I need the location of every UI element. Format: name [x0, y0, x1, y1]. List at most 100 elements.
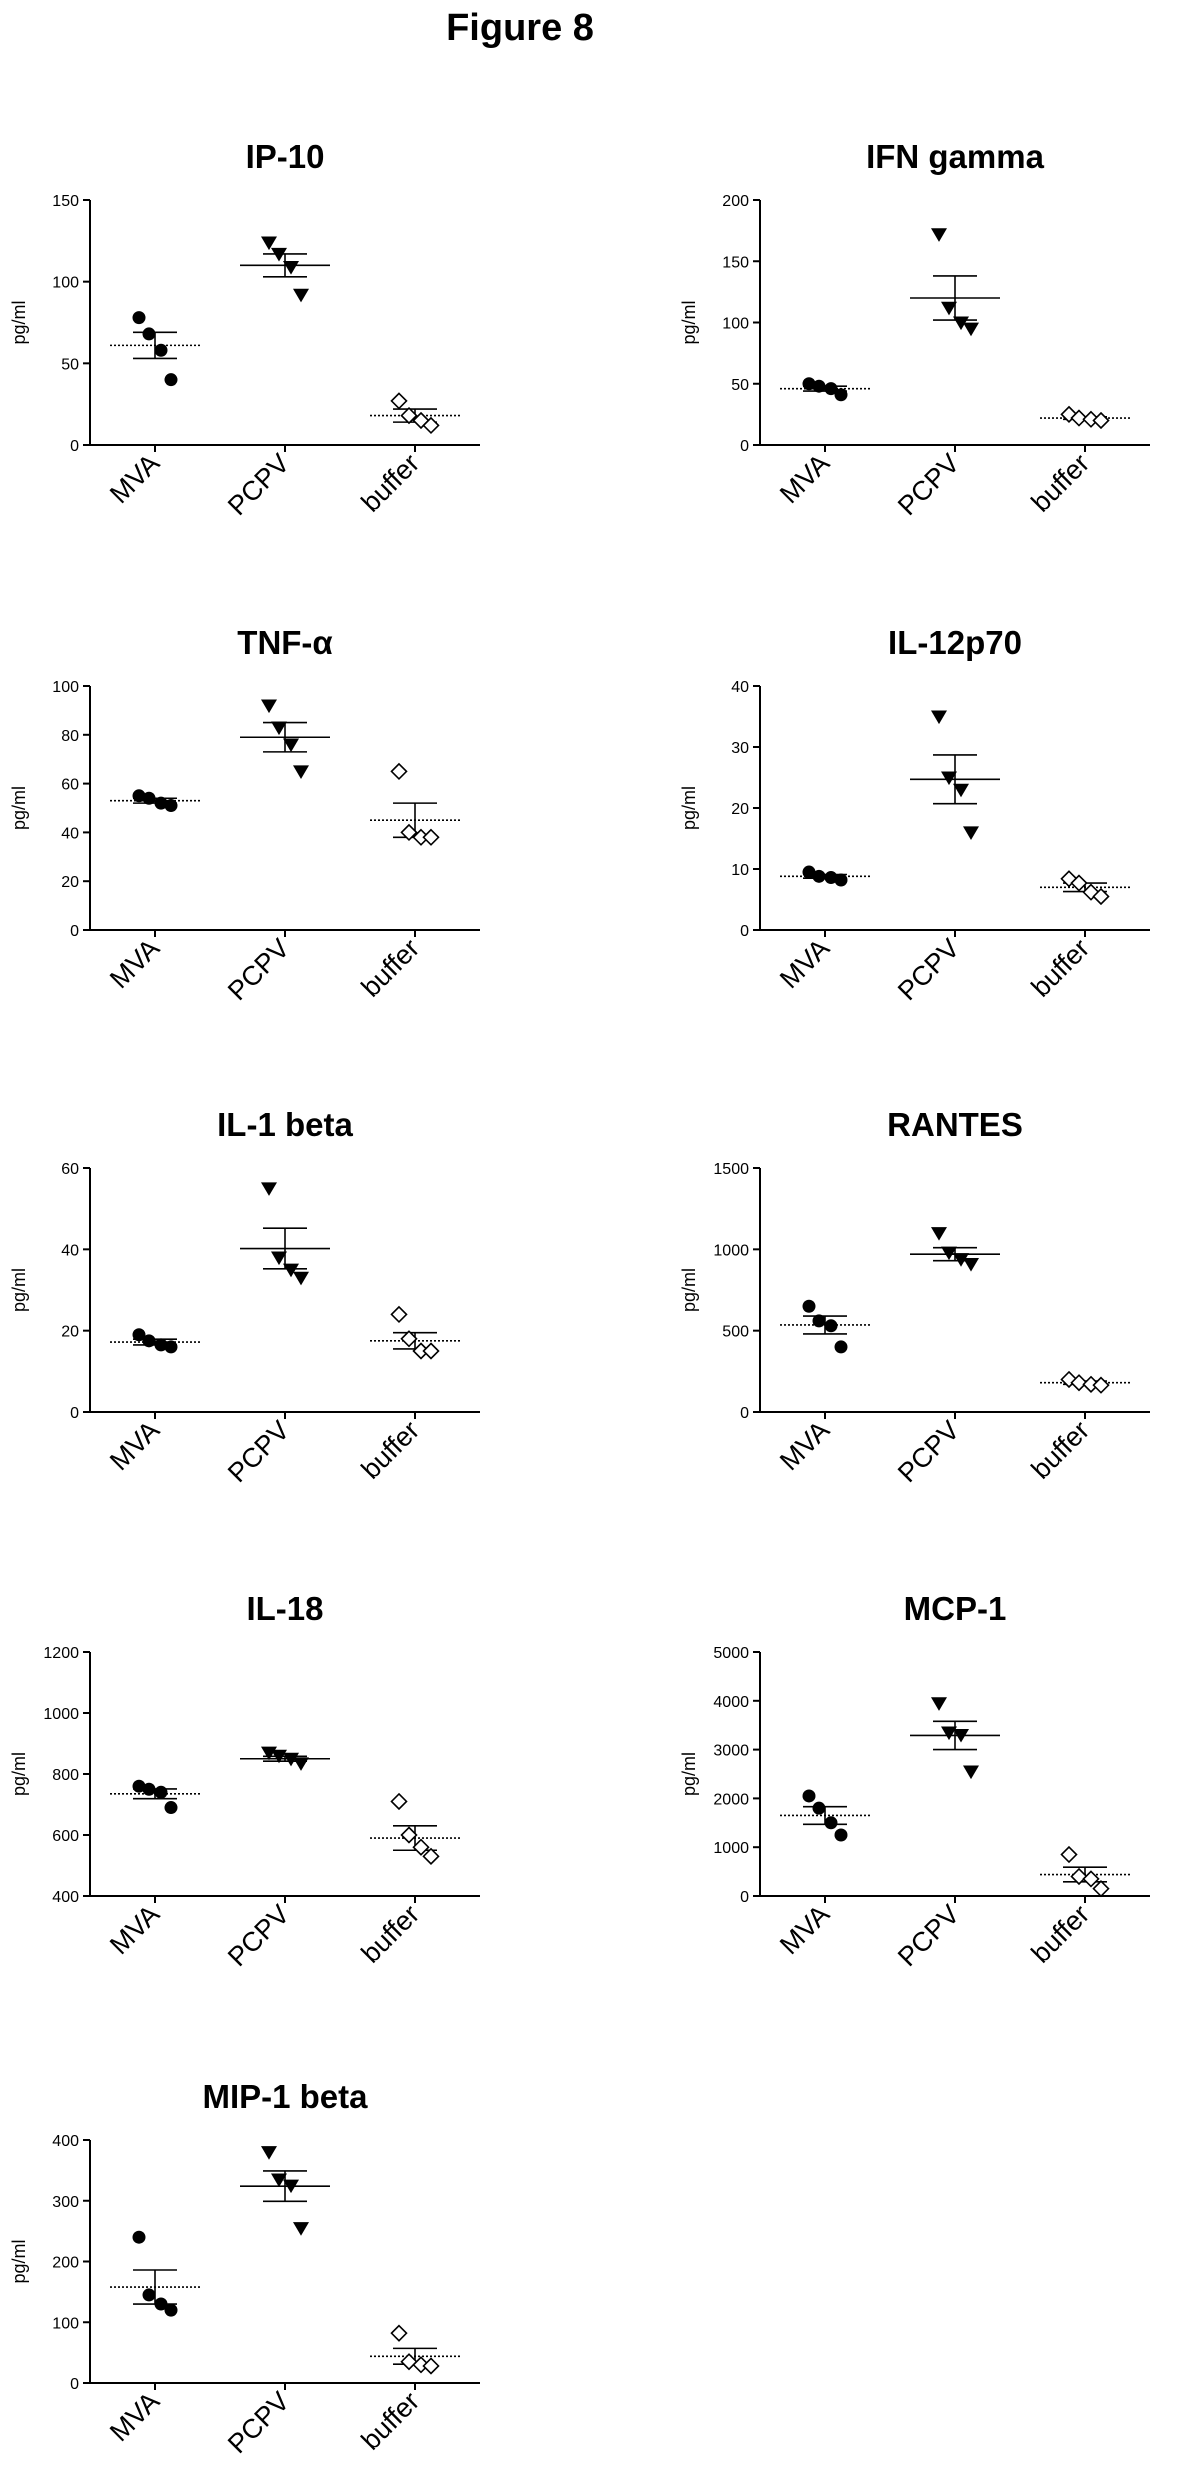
panel-title: MIP-1 beta: [202, 2078, 368, 2115]
y-tick-label: 0: [70, 923, 79, 940]
x-tick-label-buffer: buffer: [356, 2386, 426, 2456]
y-tick-label: 60: [61, 1161, 79, 1178]
y-tick-label: 80: [61, 728, 79, 745]
x-tick-label-mva: MVA: [774, 448, 835, 509]
data-point-buffer: [390, 2324, 408, 2342]
data-point-mva: [132, 1779, 146, 1793]
data-point-pcpv: [953, 783, 969, 798]
data-point-pcpv: [941, 1726, 957, 1741]
data-point-pcpv: [293, 2222, 309, 2236]
data-point-buffer: [400, 1330, 418, 1348]
x-tick-label-pcpv: PCPV: [222, 448, 295, 521]
data-point-pcpv: [963, 1765, 979, 1780]
y-tick-label: 20: [61, 1324, 79, 1341]
y-axis-label: pg/ml: [9, 300, 29, 344]
y-tick-label: 0: [70, 438, 79, 455]
y-axis-label: pg/ml: [9, 1268, 29, 1312]
y-tick-label: 20: [61, 874, 79, 891]
y-tick-label: 400: [52, 1889, 79, 1906]
data-point-mva: [824, 1319, 838, 1333]
data-point-buffer: [1092, 1880, 1110, 1898]
panel-title: IFN gamma: [866, 138, 1045, 175]
y-axis-label: pg/ml: [9, 1752, 29, 1796]
data-point-pcpv: [941, 1246, 957, 1261]
y-tick-label: 50: [61, 356, 79, 373]
y-axis-label: pg/ml: [679, 300, 699, 344]
y-axis-label: pg/ml: [679, 1268, 699, 1312]
y-axis-label: pg/ml: [679, 1752, 699, 1796]
x-tick-label-pcpv: PCPV: [222, 1415, 295, 1488]
data-point-pcpv: [271, 1251, 287, 1266]
data-point-mva: [824, 1816, 838, 1830]
data-point-pcpv: [941, 771, 957, 786]
x-tick-label-mva: MVA: [104, 1899, 165, 1960]
y-tick-label: 1500: [713, 1161, 749, 1178]
data-point-mva: [812, 379, 826, 393]
y-tick-label: 0: [740, 1405, 749, 1422]
x-tick-label-pcpv: PCPV: [222, 933, 295, 1006]
x-tick-label-buffer: buffer: [356, 933, 426, 1003]
panel-title: MCP-1: [904, 1590, 1007, 1627]
data-point-pcpv: [283, 1263, 299, 1278]
data-point-buffer: [422, 1342, 440, 1360]
data-point-mva: [154, 2297, 168, 2311]
data-point-pcpv: [283, 260, 299, 275]
data-point-mva: [802, 377, 816, 391]
data-point-pcpv: [953, 1728, 969, 1743]
data-point-buffer: [412, 2356, 430, 2374]
data-point-buffer: [412, 1838, 430, 1856]
y-tick-label: 4000: [713, 1694, 749, 1711]
data-point-mva: [802, 1789, 816, 1803]
data-point-buffer: [400, 406, 418, 425]
y-tick-label: 0: [70, 1405, 79, 1422]
y-tick-label: 50: [731, 377, 749, 394]
data-point-buffer: [1092, 1376, 1110, 1394]
data-point-buffer: [1070, 1374, 1088, 1392]
data-point-pcpv: [963, 322, 979, 337]
data-point-buffer: [400, 2353, 418, 2371]
y-tick-label: 0: [70, 2376, 79, 2393]
y-axis-label: pg/ml: [9, 786, 29, 830]
x-tick-label-pcpv: PCPV: [222, 1899, 295, 1972]
data-point-mva: [834, 1828, 848, 1842]
x-tick-label-mva: MVA: [774, 1899, 835, 1960]
data-point-mva: [812, 1314, 826, 1328]
data-point-pcpv: [261, 2146, 277, 2160]
data-point-mva: [812, 1801, 826, 1815]
y-tick-label: 30: [731, 740, 749, 757]
y-tick-label: 1200: [43, 1645, 79, 1662]
data-point-pcpv: [293, 1757, 309, 1771]
data-point-buffer: [422, 2357, 440, 2375]
data-point-buffer: [1070, 874, 1088, 892]
y-tick-label: 100: [52, 275, 79, 292]
x-tick-label-mva: MVA: [104, 1415, 165, 1476]
figure-title: Figure 8: [446, 7, 594, 49]
panel-title: TNF-α: [237, 624, 332, 661]
data-point-mva: [154, 796, 168, 810]
data-point-mva: [164, 1340, 178, 1354]
x-tick-label-mva: MVA: [104, 448, 165, 509]
panel-mip-1-beta: MIP-1 beta 0 100 200 300 400 pg/ml MVA PCPV buffe…: [9, 2078, 480, 2459]
data-point-pcpv: [931, 228, 947, 242]
data-point-pcpv: [271, 247, 287, 262]
data-point-pcpv: [931, 1697, 947, 1711]
x-tick-label-pcpv: PCPV: [892, 933, 965, 1006]
data-point-mva: [132, 1328, 146, 1342]
data-point-buffer: [1082, 410, 1100, 428]
y-tick-label: 600: [52, 1828, 79, 1845]
data-point-buffer: [422, 828, 440, 846]
data-point-buffer: [390, 762, 408, 781]
data-point-mva: [164, 2303, 178, 2317]
y-tick-label: 40: [61, 825, 79, 842]
data-point-pcpv: [931, 1227, 947, 1241]
x-tick-label-buffer: buffer: [1026, 448, 1096, 518]
panel-ip-10: IP-10 0 50 100 150 pg/ml MVA PCPV buffer: [9, 138, 480, 521]
data-point-buffer: [1082, 1870, 1100, 1888]
y-tick-label: 100: [722, 316, 749, 333]
y-tick-label: 40: [731, 679, 749, 696]
x-tick-label-mva: MVA: [774, 1415, 835, 1476]
panel-title: IL-1 beta: [217, 1106, 353, 1143]
y-tick-label: 60: [61, 777, 79, 794]
y-tick-label: 100: [52, 679, 79, 696]
